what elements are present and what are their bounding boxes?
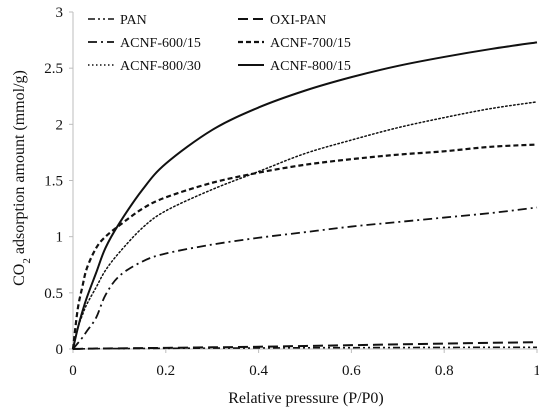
- legend: PAN OXI-PAN ACNF-600/15 ACNF-700/15 ACNF-800…: [88, 13, 351, 74]
- x-tick-label: 1: [533, 363, 539, 379]
- y-tick-label: 1: [56, 230, 64, 246]
- x-tick-label: 0.4: [249, 363, 268, 379]
- y-tick-label: 2.5: [44, 61, 63, 77]
- legend-label: OXI-PAN: [270, 13, 326, 28]
- series-line-acnf-800-30: [72, 101, 538, 350]
- x-tick-label: 0.8: [435, 363, 454, 379]
- legend-label: ACNF-800/30: [120, 59, 201, 74]
- y-tick-label: 3: [56, 5, 64, 21]
- legend-label: ACNF-800/15: [270, 59, 351, 74]
- series-line-acnf-700-15: [71, 143, 538, 350]
- axes: 0 0.5 1 1.5 2 2.5 3 0 0.2 0.4 0.6 0.8 1: [44, 5, 539, 379]
- legend-label: ACNF-700/15: [270, 36, 351, 51]
- y-tick-label: 0.5: [44, 286, 63, 302]
- x-tick-label: 0.6: [342, 363, 361, 379]
- series-line-oxi-pan: [72, 341, 538, 350]
- y-tick-label: 1.5: [44, 174, 63, 190]
- series-line-acnf-800-15: [72, 41, 538, 350]
- legend-label: PAN: [120, 13, 147, 28]
- x-tick-label: 0.2: [156, 363, 175, 379]
- series-lines: [71, 41, 538, 350]
- y-axis-title: CO2 adsorption amount (mmol/g): [11, 70, 33, 286]
- y-tick-label: 2: [56, 117, 64, 133]
- legend-label: ACNF-600/15: [120, 36, 201, 51]
- x-tick-label: 0: [69, 363, 77, 379]
- x-axis-title: Relative pressure (P/P0): [228, 390, 384, 407]
- series-line-acnf-600-15: [72, 206, 538, 350]
- y-tick-label: 0: [56, 342, 64, 358]
